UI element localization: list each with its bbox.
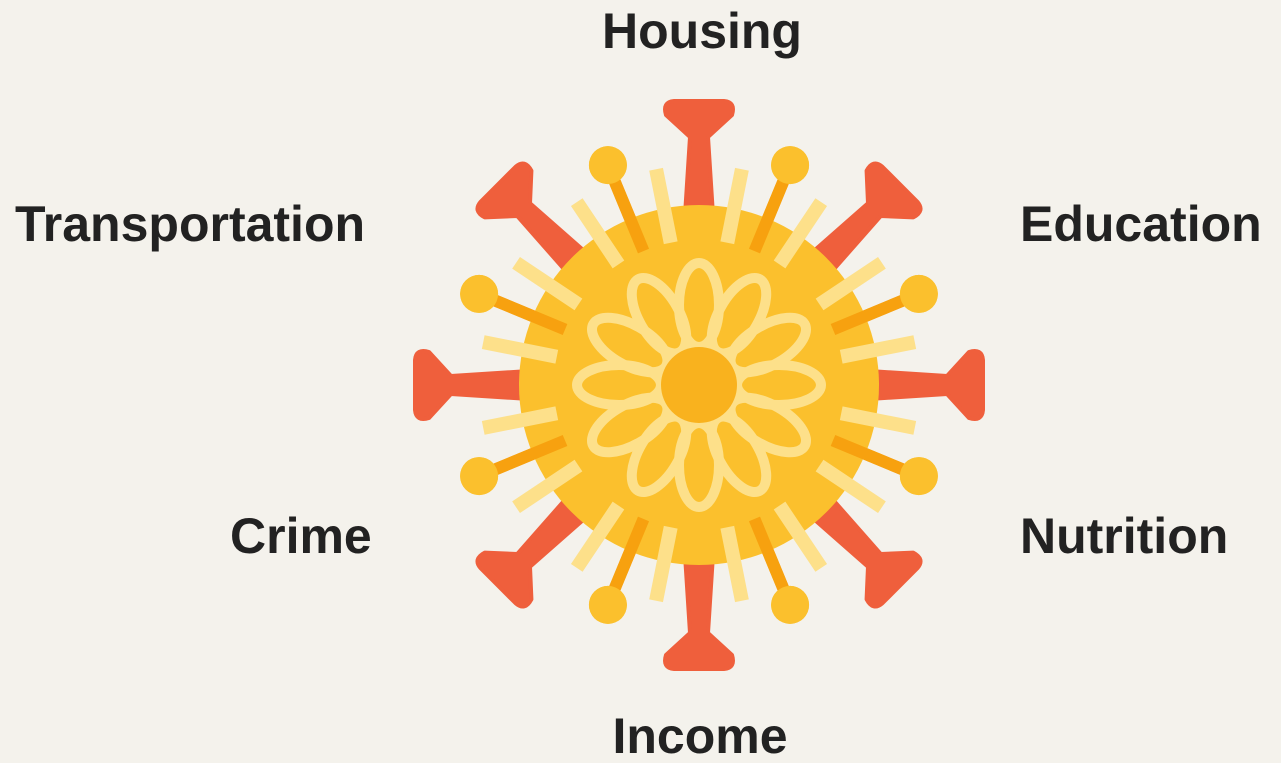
virus-core [661,347,737,423]
page: Housing Transportation Education Crime N… [0,0,1281,763]
label-income: Income [612,708,787,763]
virus-illustration [415,101,983,669]
label-education: Education [1020,196,1262,252]
label-housing: Housing [602,3,802,59]
label-nutrition: Nutrition [1020,508,1228,564]
label-transportation: Transportation [15,196,365,252]
diagram: Housing Transportation Education Crime N… [0,0,1281,763]
label-crime: Crime [230,508,372,564]
